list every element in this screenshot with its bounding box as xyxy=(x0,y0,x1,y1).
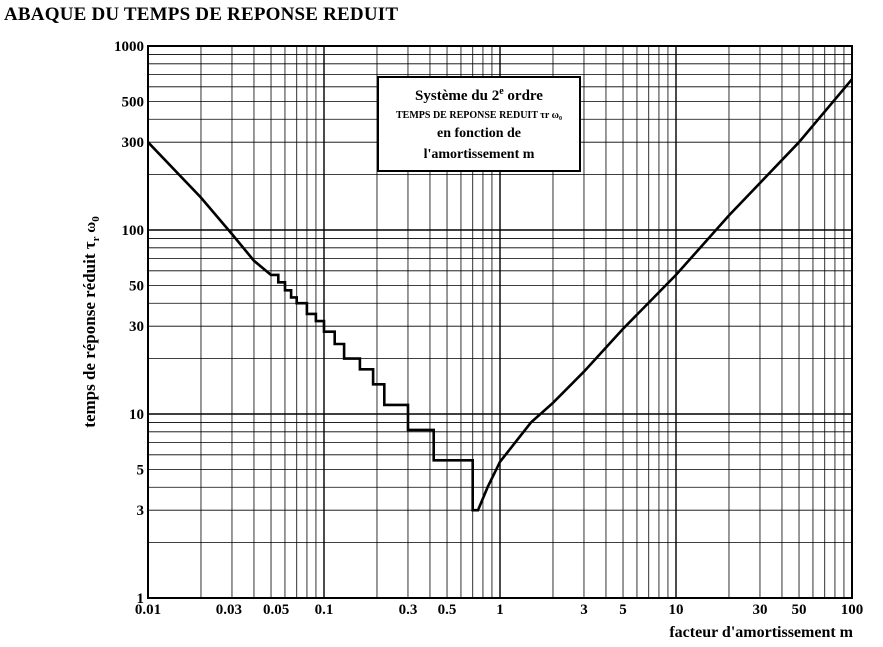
y-tick-labels: 1 3 5 10 30 50 100 300 500 1000 xyxy=(114,39,144,607)
y-tick-label: 1000 xyxy=(114,39,144,55)
response-time-curve xyxy=(147,78,853,512)
x-tick-label: 50 xyxy=(792,602,807,618)
y-tick-label: 50 xyxy=(129,278,144,294)
x-axis-label: facteur d'amortissement m xyxy=(669,624,853,641)
x-tick-label: 30 xyxy=(752,602,767,618)
plot-frame xyxy=(147,45,853,599)
y-tick-label: 500 xyxy=(122,94,145,110)
x-tick-label: 3 xyxy=(580,602,588,618)
x-tick-label: 0.3 xyxy=(399,602,418,618)
legend-line-damping: l'amortissement m xyxy=(423,147,535,162)
legend-line-function: en fonction de xyxy=(437,126,521,141)
legend-box: Système du 2e ordre TEMPS DE REPONSE RED… xyxy=(377,76,581,172)
legend-line-system: Système du 2e ordre xyxy=(379,86,579,105)
y-tick-label: 3 xyxy=(137,503,145,519)
y-tick-label: 100 xyxy=(122,223,145,239)
x-tick-label: 0.5 xyxy=(438,602,457,618)
legend-line1-pre: Système du 2 xyxy=(415,88,500,104)
y-axis-label-sub-0: 0 xyxy=(90,216,102,222)
legend-line1-sup: e xyxy=(499,86,504,97)
y-axis-label-sub-r: r xyxy=(90,236,102,241)
x-tick-label: 10 xyxy=(669,602,684,618)
x-tick-label: 0.01 xyxy=(135,602,161,618)
y-axis-label: temps de réponse réduit τr ω0 xyxy=(80,216,102,428)
x-tick-label: 1 xyxy=(496,602,504,618)
x-tick-label: 0.1 xyxy=(315,602,334,618)
legend-line1-post: ordre xyxy=(503,88,543,104)
y-axis-label-main: temps de réponse réduit τ xyxy=(80,241,99,427)
y-tick-label: 5 xyxy=(137,462,145,478)
x-tick-label: 0.05 xyxy=(263,602,289,618)
y-tick-label: 30 xyxy=(129,319,144,335)
y-tick-label: 10 xyxy=(129,407,144,423)
page-title: ABAQUE DU TEMPS DE REPONSE REDUIT xyxy=(4,4,399,25)
x-tick-label: 5 xyxy=(619,602,627,618)
x-tick-label: 100 xyxy=(841,602,864,618)
y-tick-label: 1 xyxy=(137,591,145,607)
x-tick-labels: 0.01 0.03 0.05 0.1 0.3 0.5 1 3 5 10 30 50 100 xyxy=(135,602,863,618)
y-tick-label: 300 xyxy=(122,135,145,151)
x-tick-label: 0.03 xyxy=(216,602,242,618)
y-axis-label-text: temps de réponse réduit τr ω0 xyxy=(80,216,102,428)
legend-line-title: TEMPS DE REPONSE REDUIT τr ω₀ xyxy=(396,110,562,121)
y-axis-label-omega: ω xyxy=(83,222,99,237)
